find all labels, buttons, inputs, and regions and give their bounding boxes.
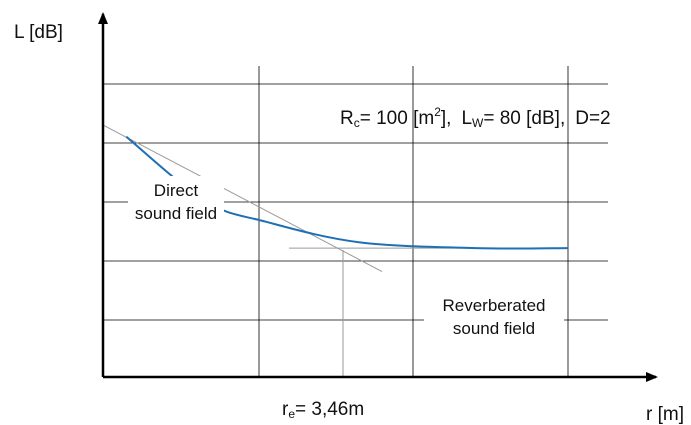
r-close: ], [441, 108, 452, 129]
asymptote-line-1 [102, 124, 383, 272]
l-value: = 80 [dB], [483, 108, 565, 129]
reverb-label-bg [424, 292, 564, 342]
parameter-text: Rc= 100 [m2], LW= 80 [dB], D=2 [340, 105, 611, 130]
critical-radius-label: re= 3,46m [282, 399, 364, 421]
direct-label-line1: Direct [154, 181, 199, 200]
reverb-label-line1: Reverberated [442, 296, 545, 315]
l-symbol: L [461, 108, 472, 129]
y-axis-label: L [dB] [14, 22, 63, 43]
re-sub: e [288, 407, 295, 421]
r-sup: 2 [434, 105, 441, 119]
direct-label-line2: sound field [135, 204, 217, 223]
r-symbol: R [340, 108, 354, 129]
x-axis-label: r [m] [646, 404, 684, 425]
r-value: = 100 [m [360, 108, 434, 129]
re-value: = 3,46m [295, 399, 364, 420]
l-sub: W [472, 116, 484, 130]
reverb-label-line2: sound field [453, 319, 535, 338]
direct-label-bg [128, 176, 224, 226]
re-symbol: r [282, 399, 289, 420]
d-text: D=2 [575, 108, 610, 129]
r-sub: c [354, 116, 360, 130]
